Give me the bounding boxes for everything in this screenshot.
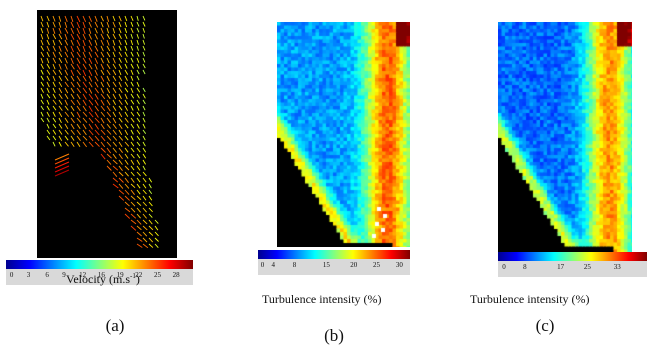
turbulence-tick-b: 4 [271, 261, 275, 269]
turbulence-tick-b: 25 [373, 261, 381, 269]
turbulence-tick-c: 8 [523, 263, 527, 271]
turbulence-colorbar-title-c: Turbulence intensity (%) [470, 292, 590, 306]
turbulence-tick-b: 8 [292, 261, 297, 269]
velocity-tick: 9 [62, 271, 66, 279]
velocity-tick: 16 [97, 271, 105, 279]
turbulence-tick-b: 15 [322, 261, 330, 269]
turbulence-map-c [498, 22, 632, 252]
velocity-colorbar-title: Velocity (m.s-1) [66, 272, 140, 286]
velocity-vectors [40, 15, 159, 249]
velocity-tick: 28 [172, 271, 180, 279]
velocity-tick: 22 [135, 271, 143, 279]
turbulence-colorbar-b: 0 4 8 15 20 25 30 [258, 250, 410, 275]
velocity-tick: 25 [153, 271, 161, 279]
turbulence-tick-b: 20 [350, 261, 358, 269]
velocity-tick: 0 [9, 271, 14, 279]
velocity-tick: 6 [45, 271, 49, 279]
panel-label-b: (b) [324, 326, 344, 345]
turbulence-colorbar-c: 0 8 17 25 33 [498, 252, 647, 277]
turbulence-colorbar-title-b: Turbulence intensity (%) [262, 292, 382, 306]
turbulence-tick-b: 0 [260, 261, 265, 269]
turbulence-map-b [277, 22, 410, 247]
velocity-colorbar-gradient [6, 260, 193, 269]
velocity-tick: 3 [26, 271, 31, 279]
panel-label-a: (a) [105, 316, 125, 335]
turbulence-tick-b: 30 [395, 261, 403, 269]
velocity-colorbar-ticks: 0 3 6 9 12 16 19 22 25 28 [6, 269, 193, 285]
turbulence-colorbar-gradient-b [258, 250, 410, 259]
turbulence-colorbar-gradient-c [498, 252, 647, 261]
turbulence-heatmap-b [277, 22, 410, 247]
velocity-tick: 12 [79, 271, 87, 279]
panel-label-c: (c) [535, 316, 555, 335]
turbulence-colorbar-ticks-c: 0 8 17 25 33 [498, 261, 647, 277]
turbulence-tick-c: 33 [613, 263, 621, 271]
turbulence-tick-c: 17 [557, 263, 565, 271]
velocity-vector-plot [37, 10, 177, 258]
turbulence-tick-c: 25 [583, 263, 591, 271]
velocity-colorbar: 0 3 6 9 12 16 19 22 25 28 Velocity (m.s-… [6, 260, 193, 286]
turbulence-heatmap-c [498, 22, 632, 252]
turbulence-tick-c: 0 [502, 263, 506, 271]
velocity-tick: 19 [116, 271, 124, 279]
turbulence-colorbar-ticks-b: 0 4 8 15 20 25 30 [258, 259, 410, 275]
